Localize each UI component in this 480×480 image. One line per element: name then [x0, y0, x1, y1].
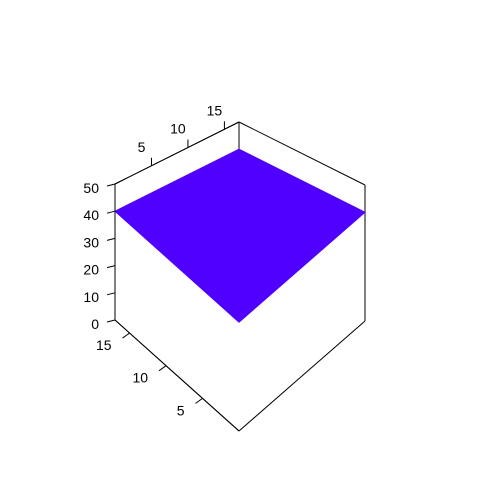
z-tick — [106, 292, 116, 296]
y-axis-line — [114, 319, 240, 432]
surface-layer — [114, 148, 366, 323]
z-tick — [106, 319, 116, 323]
y-tick — [122, 332, 130, 339]
z-tick-label: 30 — [83, 234, 99, 250]
z-tick-label: 50 — [83, 180, 99, 196]
z-tick — [106, 210, 116, 214]
y-axis: 5 10 15 — [96, 319, 240, 432]
y-tick — [158, 365, 167, 372]
z-tick-label: 10 — [83, 289, 99, 305]
z-tick — [106, 265, 116, 269]
box-edge-top-back-right — [238, 121, 366, 186]
x-tick-label: 10 — [170, 121, 186, 137]
y-tick-label: 5 — [177, 402, 185, 418]
z-tick-label: 0 — [91, 316, 99, 332]
z-tick — [106, 183, 116, 187]
y-tick-label: 10 — [132, 370, 148, 386]
box-front-edges — [114, 319, 366, 432]
z-axis: 0 10 20 30 40 50 — [83, 180, 116, 332]
y-tick — [195, 397, 203, 404]
y-tick-label: 15 — [96, 337, 112, 353]
surface-plane — [114, 148, 366, 323]
x-axis: 5 10 15 — [114, 102, 240, 185]
z-tick — [106, 237, 116, 241]
z-tick-label: 20 — [83, 262, 99, 278]
x-axis-line — [114, 121, 240, 185]
z-tick-label: 40 — [83, 207, 99, 223]
box-edge-bottom-right — [238, 320, 366, 432]
x-tick-label: 15 — [207, 102, 223, 118]
x-tick-label: 5 — [138, 139, 146, 155]
